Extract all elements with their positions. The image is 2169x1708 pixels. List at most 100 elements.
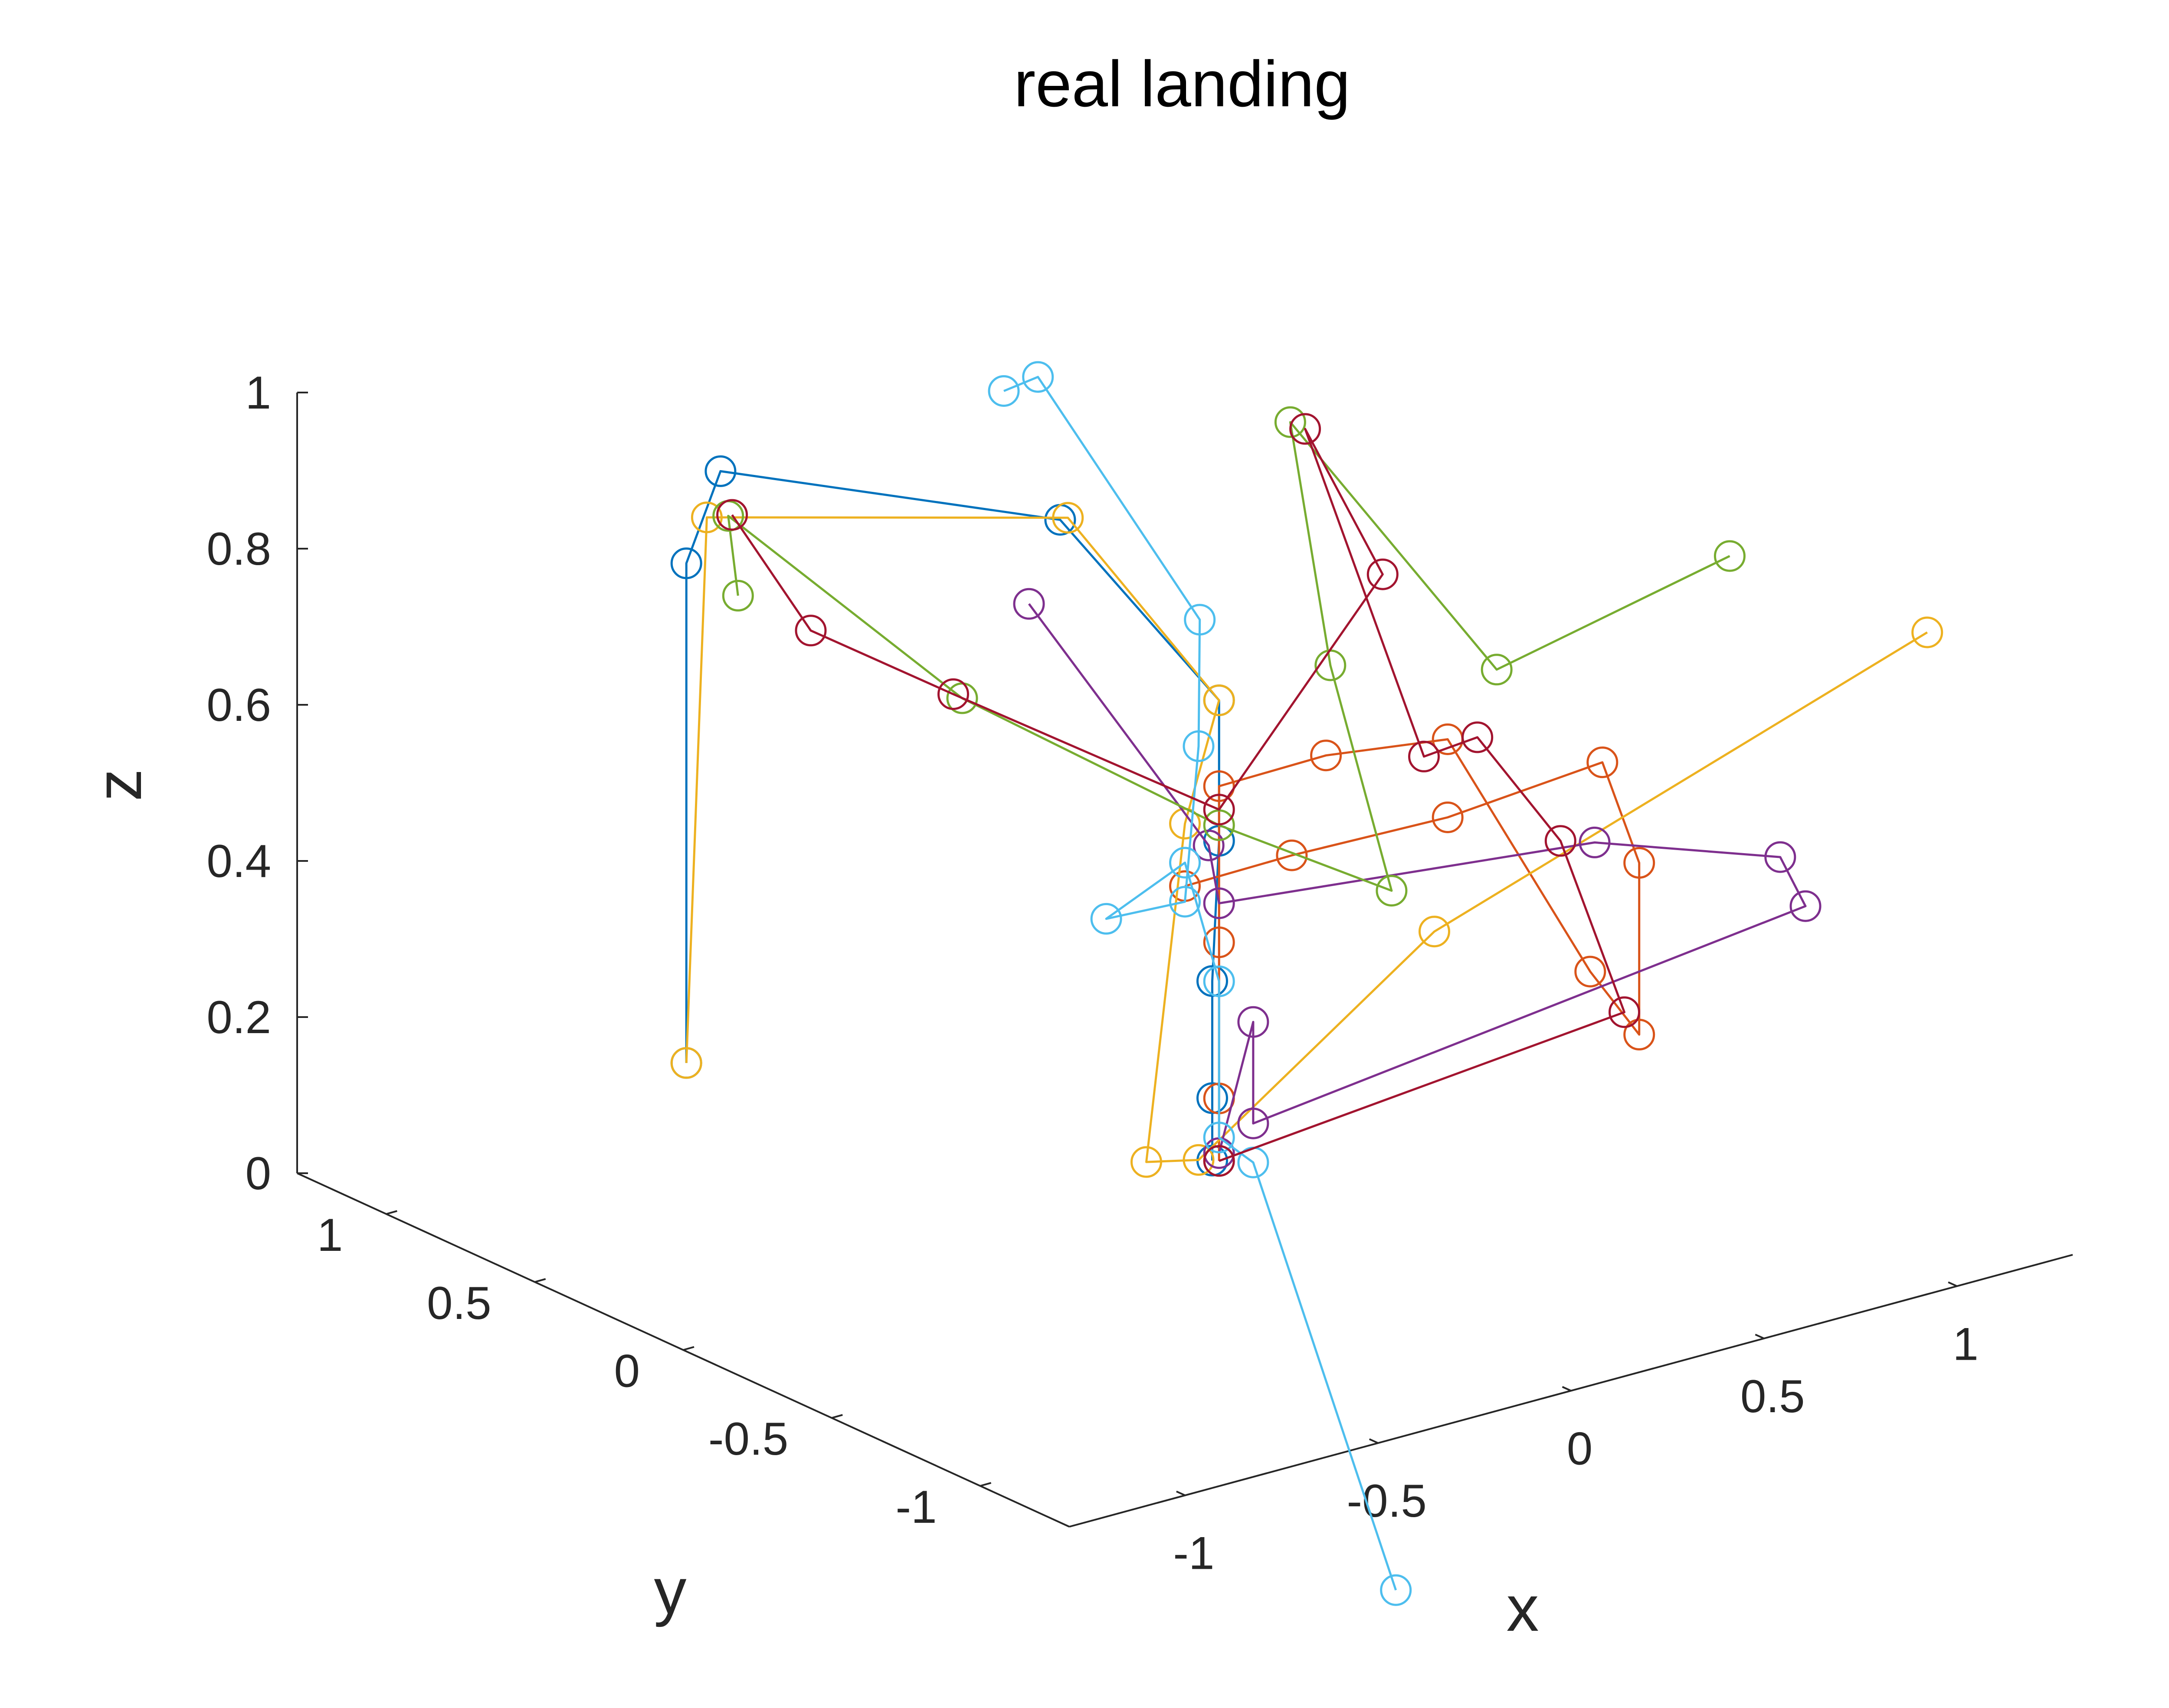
data-point-marker — [1376, 875, 1408, 907]
data-series — [1013, 588, 1822, 1169]
x-tick-mark — [1176, 1490, 1186, 1496]
plot-series — [670, 361, 1943, 1606]
y-tick-mark — [386, 1210, 397, 1215]
data-point-marker — [1193, 829, 1225, 861]
data-point-marker — [691, 501, 723, 533]
data-point-marker — [1130, 1146, 1162, 1178]
data-point-marker — [1090, 903, 1122, 935]
data-point-marker — [1574, 955, 1606, 988]
data-point-marker — [1184, 604, 1216, 636]
data-point-marker — [1586, 746, 1619, 779]
series-line — [1028, 603, 1807, 1154]
x-tick-mark — [1948, 1281, 1957, 1287]
data-point-marker — [1366, 558, 1399, 590]
data-point-marker — [1432, 802, 1464, 833]
z-axis-ticks: 0 0.2 0.4 0.6 0.8 1 — [206, 366, 308, 1199]
x-tick-mark — [1755, 1334, 1765, 1339]
series-line — [685, 516, 1928, 1163]
data-point-marker — [1183, 1144, 1215, 1176]
x-tick-label: -0.5 — [1347, 1475, 1426, 1527]
data-point-marker — [1203, 926, 1235, 959]
data-point-marker — [1544, 825, 1576, 857]
series-line — [1184, 738, 1641, 1161]
y-tick-mark — [980, 1482, 992, 1487]
y-tick-label: -1 — [895, 1481, 937, 1533]
data-point-marker — [1461, 721, 1494, 753]
data-point-marker — [1203, 684, 1235, 717]
data-series — [988, 361, 1412, 1606]
z-tick-label: 1 — [245, 366, 271, 419]
z-tick-label: 0.6 — [206, 679, 271, 731]
x-tick-label: 0 — [1567, 1423, 1593, 1475]
data-point-marker — [722, 579, 754, 612]
data-point-marker — [1609, 996, 1640, 1028]
data-point-marker — [1169, 886, 1201, 918]
data-point-marker — [1022, 361, 1054, 393]
data-point-marker — [1481, 654, 1513, 686]
data-point-marker — [1789, 890, 1822, 922]
data-point-marker — [670, 1047, 702, 1079]
series-line — [731, 428, 1625, 1162]
y-axis-label: y — [654, 1554, 687, 1627]
x-tick-label: 0.5 — [1740, 1370, 1805, 1422]
y-axis-ticks: -1 -0.5 0 0.5 1 — [317, 1209, 992, 1533]
data-point-marker — [716, 499, 748, 531]
data-point-marker — [1237, 1107, 1269, 1139]
data-point-marker — [1203, 794, 1235, 826]
data-point-marker — [1408, 740, 1440, 772]
z-tick-label: 0.8 — [206, 523, 271, 575]
data-point-marker — [1183, 730, 1215, 762]
data-point-marker — [1274, 406, 1306, 438]
data-point-marker — [937, 678, 969, 710]
data-point-marker — [1203, 887, 1235, 919]
x-axis-label: x — [1507, 1572, 1539, 1645]
data-point-marker — [1196, 1082, 1228, 1114]
data-point-marker — [1623, 847, 1655, 879]
z-tick-label: 0 — [245, 1147, 271, 1199]
data-point-marker — [795, 615, 827, 647]
data-point-marker — [1764, 841, 1796, 873]
x-tick-mark — [1369, 1438, 1379, 1444]
x-tick-label: 1 — [1953, 1318, 1979, 1370]
data-point-marker — [1237, 1006, 1269, 1038]
data-point-marker — [1310, 739, 1342, 772]
data-point-marker — [1276, 839, 1308, 871]
data-point-marker — [1714, 540, 1746, 572]
data-point-marker — [1052, 502, 1084, 534]
x-tick-label: -1 — [1173, 1527, 1214, 1579]
data-series — [670, 501, 1943, 1178]
y-tick-label: 0.5 — [427, 1277, 491, 1329]
chart-title: real landing — [1014, 47, 1350, 120]
data-point-marker — [1196, 965, 1228, 997]
y-tick-mark — [534, 1278, 546, 1283]
y-tick-label: 1 — [317, 1209, 343, 1261]
y-tick-mark — [831, 1414, 843, 1419]
data-point-marker — [1419, 916, 1450, 948]
z-tick-label: 0.2 — [206, 991, 271, 1043]
x-tick-mark — [1562, 1386, 1572, 1392]
data-point-marker — [1911, 616, 1943, 648]
data-point-marker — [1013, 588, 1045, 620]
data-point-marker — [988, 375, 1020, 407]
data-point-marker — [1289, 413, 1321, 445]
data-point-marker — [704, 455, 737, 487]
y-tick-label: -0.5 — [708, 1413, 788, 1465]
data-point-marker — [1623, 1018, 1655, 1050]
data-series — [716, 413, 1640, 1177]
z-tick-label: 0.4 — [206, 835, 271, 887]
data-point-marker — [1203, 965, 1235, 998]
data-point-marker — [670, 547, 702, 579]
y-tick-mark — [683, 1346, 695, 1351]
data-point-marker — [1203, 1122, 1235, 1154]
z-axis-label: z — [82, 769, 155, 802]
data-point-marker — [1579, 826, 1611, 858]
data-point-marker — [1380, 1574, 1412, 1606]
data-point-marker — [1169, 847, 1201, 879]
data-point-marker — [1203, 770, 1235, 802]
data-point-marker — [1203, 1145, 1235, 1177]
y-tick-label: 0 — [614, 1345, 640, 1397]
axes: 0 0.2 0.4 0.6 0.8 1 -1 -0.5 0 0.5 1 -1 -0.5 0 0.5 1 — [206, 366, 2073, 1579]
series-line — [727, 421, 1730, 892]
